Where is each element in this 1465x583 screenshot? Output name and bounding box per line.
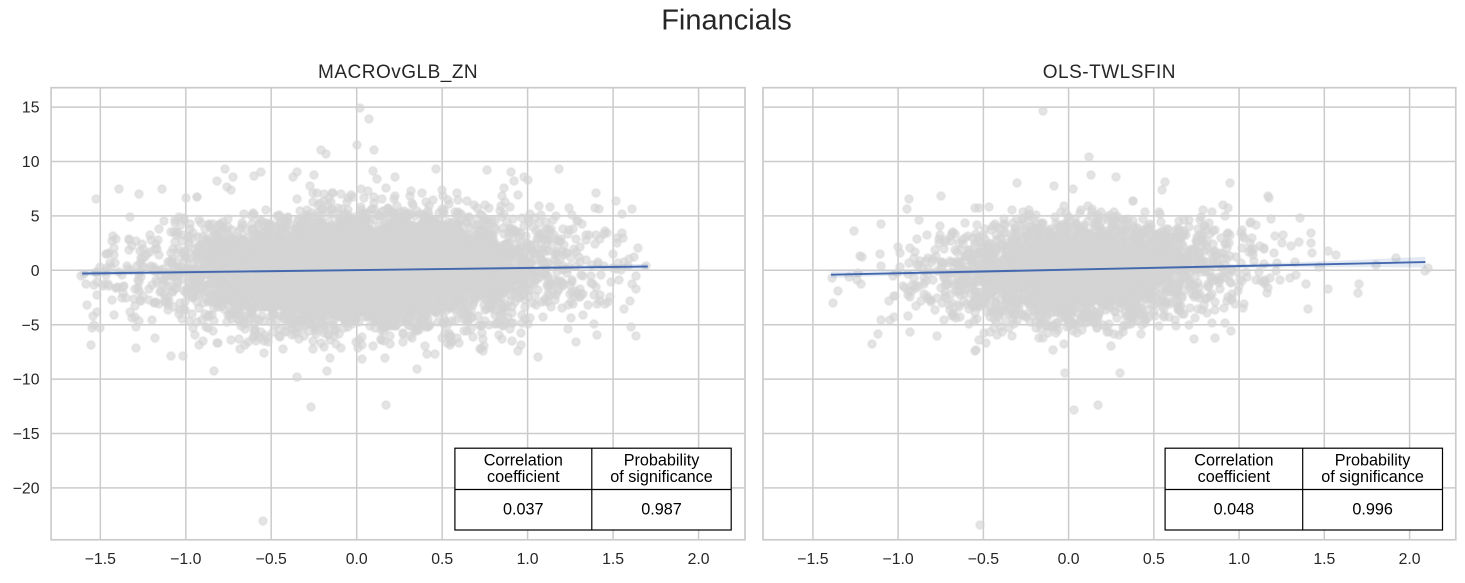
svg-text:Financials: Financials [661, 5, 792, 37]
